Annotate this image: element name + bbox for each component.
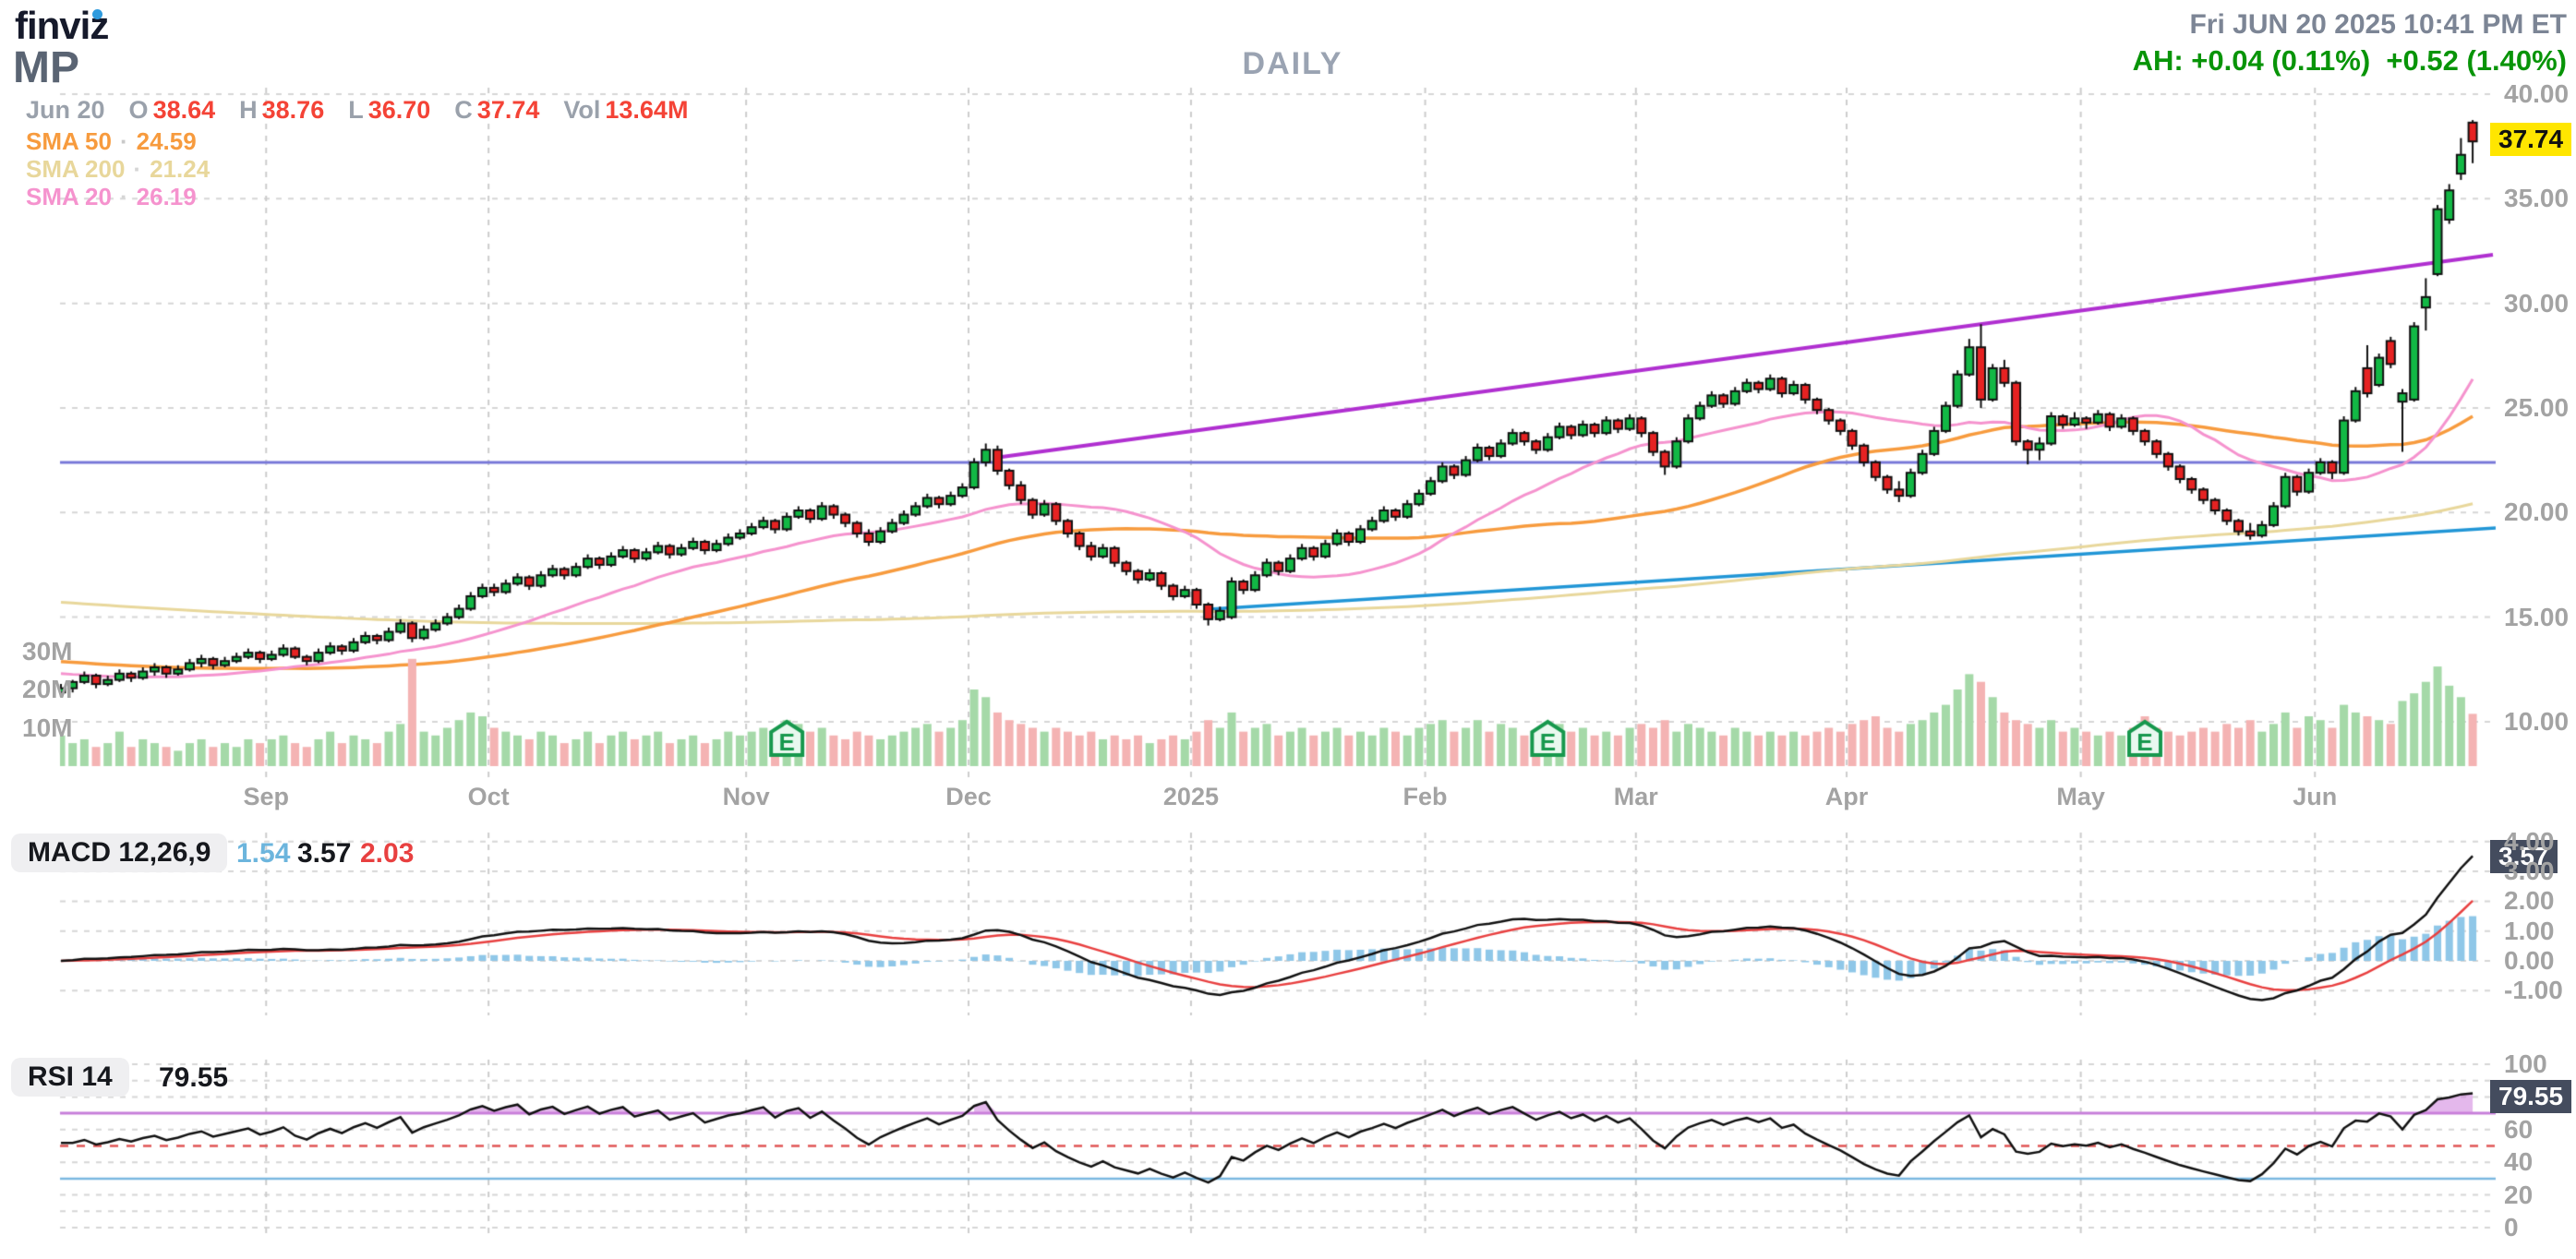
macd-badge: 3.57 [2490, 840, 2558, 873]
price-axis-label: 35.00 [2504, 184, 2570, 213]
macd-axis-label: 2.00 [2504, 886, 2555, 916]
afterhours-change: AH: +0.04 (0.11%) +0.52 (1.40%) [2132, 44, 2567, 77]
sma200-legend: SMA 200 · 21.24 [26, 155, 210, 184]
price-axis-label: 15.00 [2504, 602, 2570, 631]
open-value: 38.64 [152, 96, 216, 124]
rsi-axis-label: 100 [2504, 1049, 2547, 1078]
volume-axis-label: 20M [22, 675, 73, 703]
price-axis-label: 40.00 [2504, 79, 2570, 108]
volume-axis-label: 30M [22, 636, 73, 665]
volume-axis-label: 10M [22, 713, 73, 742]
finviz-logo-dot-icon [92, 9, 102, 19]
macd-axis-label: -1.00 [2504, 976, 2563, 1005]
rsi-label-pill: RSI 14 [11, 1058, 129, 1097]
month-label: Nov [722, 783, 770, 810]
sma20-separator: · [119, 183, 128, 210]
month-label: Apr [1824, 783, 1869, 810]
month-label: Jun [2293, 783, 2338, 810]
ohlc-date: Jun 20 [26, 96, 105, 124]
open-label: O [128, 96, 149, 124]
sma200-value: 21.24 [150, 155, 211, 183]
macd-line-value: 3.57 [297, 838, 352, 869]
month-label: 2025 [1162, 783, 1219, 810]
sma50-legend: SMA 50 · 24.59 [26, 127, 197, 156]
high-label: H [239, 96, 258, 124]
timeframe-title: DAILY [1242, 46, 1343, 81]
volume-label: Vol [563, 96, 601, 124]
close-label: C [454, 96, 473, 124]
high-value: 38.76 [261, 96, 325, 124]
rsi-value: 79.55 [159, 1062, 229, 1093]
sma20-label: SMA 20 [26, 183, 112, 210]
ticker-symbol: MP [13, 43, 79, 92]
macd-label-pill: MACD 12,26,9 [11, 833, 228, 872]
price-axis-label: 30.00 [2504, 288, 2570, 318]
price-axis-label: 10.00 [2504, 706, 2570, 736]
macd-axis-label: 4.00 [2504, 826, 2555, 856]
macd-hist-value: 1.54 [236, 838, 291, 869]
price-axis-label: 25.00 [2504, 392, 2570, 422]
sma20-legend: SMA 20 · 26.19 [26, 183, 197, 211]
low-value: 36.70 [367, 96, 431, 124]
rsi-axis-label: 60 [2504, 1114, 2534, 1144]
sma50-separator: · [119, 127, 128, 155]
finviz-logo[interactable]: finviz [15, 4, 109, 48]
month-label: Feb [1402, 783, 1448, 810]
chart-datetime: Fri JUN 20 2025 10:41 PM ET [2189, 9, 2567, 40]
sma50-label: SMA 50 [26, 127, 112, 155]
rsi-axis-label: 40 [2504, 1147, 2534, 1177]
month-label: Sep [243, 783, 289, 810]
sma50-value: 24.59 [136, 127, 197, 155]
macd-axis-label: 1.00 [2504, 916, 2555, 945]
price-axis-label: 20.00 [2504, 498, 2570, 527]
rsi-axis-label: 20 [2504, 1180, 2534, 1209]
close-value: 37.74 [476, 96, 540, 124]
month-label: Oct [467, 783, 510, 810]
rsi-axis-label: 0 [2504, 1213, 2519, 1241]
sma20-value: 26.19 [136, 183, 197, 210]
volume-value: 13.64M [605, 96, 689, 124]
month-label: May [2056, 783, 2105, 810]
rsi-badge: 79.55 [2490, 1080, 2572, 1113]
macd-signal-value: 2.03 [360, 838, 415, 869]
sma200-separator: · [133, 155, 142, 183]
month-label: Mar [1613, 783, 1658, 810]
last-price-badge: 37.74 [2490, 123, 2572, 156]
macd-axis-label: 3.00 [2504, 857, 2555, 886]
ohlc-row: Jun 20 O 38.64 H 38.76 L 36.70 C 37.74 Vol 13… [26, 96, 688, 125]
month-label: Dec [945, 783, 992, 810]
sma200-label: SMA 200 [26, 155, 126, 183]
macd-axis-label: 0.00 [2504, 946, 2555, 975]
low-label: L [348, 96, 364, 124]
